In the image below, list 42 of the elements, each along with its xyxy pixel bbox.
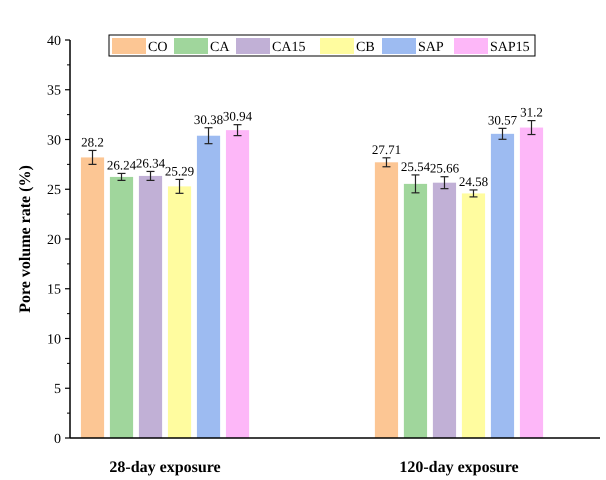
- data-label: 26.24: [106, 157, 137, 172]
- legend-label: SAP: [418, 40, 444, 55]
- legend-label: CO: [148, 40, 168, 55]
- x-tick-label: 120-day exposure: [399, 459, 519, 476]
- data-label: 27.71: [372, 142, 402, 157]
- legend-label: SAP15: [490, 40, 530, 55]
- bar: [490, 134, 514, 438]
- bar: [168, 186, 192, 438]
- data-label: 26.34: [136, 155, 166, 170]
- y-tick-label: 40: [47, 34, 61, 49]
- data-label: 30.38: [194, 112, 224, 127]
- bar: [404, 184, 428, 438]
- y-tick-label: 30: [47, 133, 61, 148]
- bar: [138, 176, 162, 438]
- y-tick-label: 15: [47, 282, 61, 298]
- bar: [196, 136, 220, 438]
- y-tick-label: 20: [47, 232, 61, 248]
- bar: [432, 182, 456, 438]
- data-label: 30.57: [488, 112, 518, 128]
- bar: [80, 157, 104, 438]
- legend-label: CA15: [272, 40, 306, 55]
- data-label: 28.2: [81, 134, 104, 150]
- data-label: 25.66: [430, 160, 460, 176]
- y-tick-label: 35: [47, 84, 61, 99]
- data-label: 31.2: [520, 104, 543, 120]
- bar: [374, 162, 398, 438]
- bar: [226, 130, 250, 438]
- y-tick-label: 25: [47, 183, 61, 198]
- data-label: 25.29: [164, 163, 194, 178]
- legend-label: CB: [356, 40, 375, 55]
- y-tick-label: 10: [47, 332, 61, 348]
- bar: [110, 176, 134, 438]
- y-tick-label: 0: [54, 432, 61, 447]
- legend-label: CA: [210, 40, 230, 55]
- x-tick-label: 28-day exposure: [109, 459, 221, 476]
- data-label: 24.58: [458, 174, 488, 189]
- data-label: 30.94: [222, 108, 253, 124]
- y-axis-title: Pore volume rate (%): [17, 165, 34, 313]
- data-label: 25.54: [400, 158, 431, 174]
- y-tick-label: 5: [54, 382, 61, 398]
- bar: [462, 193, 486, 438]
- bar: [520, 128, 544, 438]
